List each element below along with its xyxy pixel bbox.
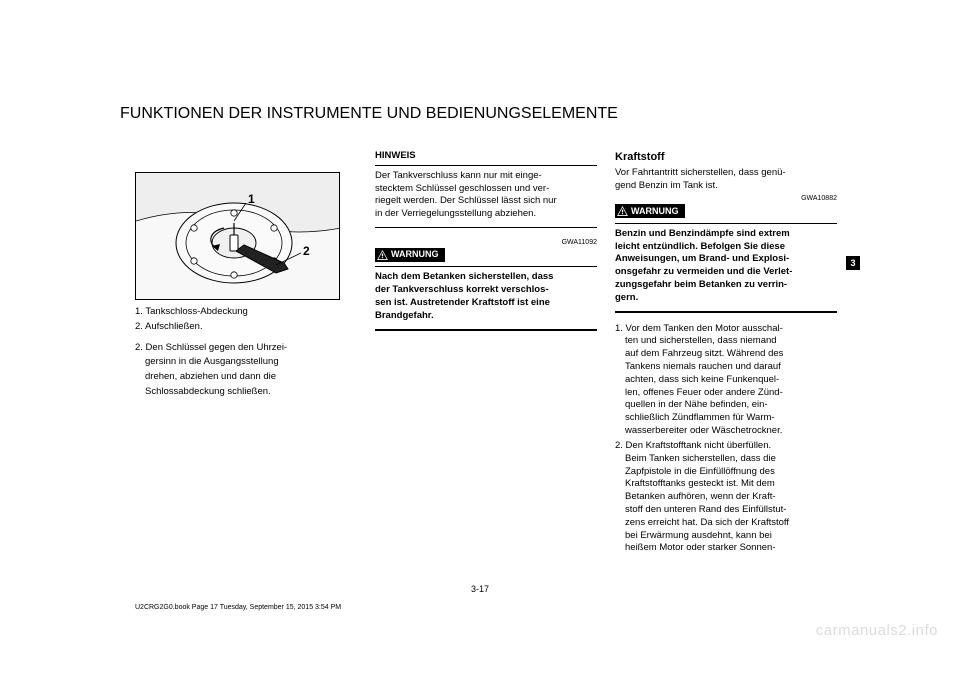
svg-text:2: 2 [303, 244, 310, 258]
warning-end-rule-3 [615, 311, 837, 313]
col1-line3: drehen, abziehen und dann die [135, 371, 357, 384]
warning-body-2: Nach dem Betanken sicherstellen, dass de… [375, 271, 597, 322]
warning-label-2: WARNUNG [391, 248, 439, 260]
col3-intro: Vor Fahrtantritt sicherstellen, dass gen… [615, 167, 837, 193]
page-number: 3-17 [471, 584, 489, 594]
warning-triangle-icon [377, 250, 388, 260]
hinweis-end-rule [375, 227, 597, 228]
warning-badge-3: WARNUNG [615, 204, 685, 218]
column-1: 1 2 1. Tankschloss-Abdeckung 2. Aufschli… [135, 150, 357, 401]
warning-code-2: GWA11092 [375, 238, 597, 247]
fuel-cap-illustration: 1 2 [136, 173, 340, 300]
hinweis-body: Der Tankverschluss kann nur mit einge- s… [375, 170, 597, 221]
column-2: HINWEIS Der Tankverschluss kann nur mit … [375, 150, 597, 341]
page-header: FUNKTIONEN DER INSTRUMENTE UND BEDIENUNG… [120, 105, 840, 121]
warning-end-rule-2 [375, 329, 597, 331]
col3-list1: 1. Vor dem Tanken den Motor ausschal- te… [615, 323, 837, 438]
svg-text:1: 1 [248, 192, 255, 206]
col1-line2: gersinn in die Ausgangsstellung [135, 356, 357, 369]
figure-caption-1: 1. Tankschloss-Abdeckung [135, 306, 357, 319]
watermark: carmanuals2.info [816, 622, 938, 639]
warning-triangle-icon [617, 206, 628, 216]
header-title: FUNKTIONEN DER INSTRUMENTE UND BEDIENUNG… [120, 105, 618, 122]
warning-label-3: WARNUNG [631, 205, 679, 217]
figure-caption-2: 2. Aufschließen. [135, 321, 357, 334]
col1-line4: Schlossabdeckung schließen. [135, 386, 357, 399]
warning-body-3: Benzin und Benzindämpfe sind extrem leic… [615, 228, 837, 305]
fuel-cap-figure: 1 2 [135, 172, 340, 300]
warning-rule-3 [615, 223, 837, 224]
hinweis-rule [375, 165, 597, 166]
manual-page: FUNKTIONEN DER INSTRUMENTE UND BEDIENUNG… [0, 0, 960, 679]
col1-line1: 2. Den Schlüssel gegen den Uhrzei- [135, 342, 357, 355]
col3-list2: 2. Den Kraftstofftank nicht überfüllen. … [615, 440, 837, 555]
warning-rule-2 [375, 266, 597, 267]
col3-title: Kraftstoff [615, 150, 837, 165]
warning-code-3: GWA10882 [615, 194, 837, 203]
file-stamp: U2CRG2G0.book Page 17 Tuesday, September… [135, 604, 341, 611]
section-tab: 3 [846, 256, 860, 270]
column-3: Kraftstoff Vor Fahrtantritt sicherstelle… [615, 150, 837, 557]
hinweis-label: HINWEIS [375, 150, 416, 163]
warning-badge-2: WARNUNG [375, 248, 445, 262]
